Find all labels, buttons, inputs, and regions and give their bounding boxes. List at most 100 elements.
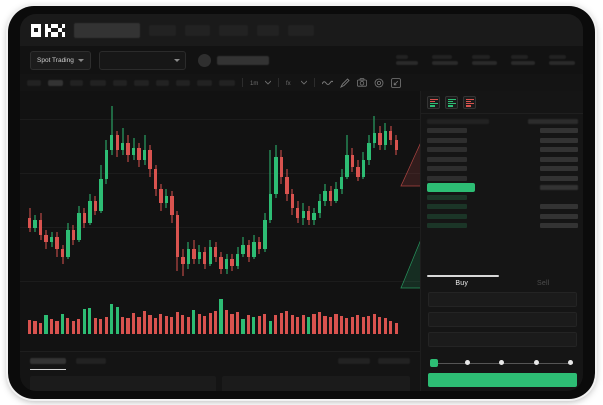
price-chart-panel[interactable] — [20, 91, 420, 351]
tab-order-history[interactable] — [76, 358, 106, 364]
orderbook-ask-row[interactable] — [427, 136, 578, 144]
volume-bar — [241, 319, 245, 334]
pair-avatar-icon — [197, 53, 211, 67]
candle — [208, 99, 212, 281]
orderbook-ask-row[interactable] — [427, 146, 578, 154]
candle — [66, 99, 70, 281]
candle — [60, 99, 65, 281]
orderbook-bid-rows — [427, 193, 578, 230]
tf-15m[interactable] — [70, 79, 83, 86]
nav-item-3[interactable] — [185, 24, 210, 36]
bottom-action-1[interactable] — [338, 358, 370, 364]
orderbook-bid-row[interactable] — [427, 212, 578, 220]
spot-trading-label: Spot Trading — [37, 56, 74, 64]
order-total-field[interactable] — [428, 332, 577, 347]
volume-bar — [307, 317, 311, 334]
orderbook-ask-row[interactable] — [427, 127, 578, 135]
tf-custom[interactable] — [219, 79, 235, 86]
order-price-field[interactable] — [428, 292, 577, 307]
pair-name-label — [216, 55, 269, 65]
volume-bar — [110, 304, 114, 334]
candle — [219, 99, 223, 281]
time-interval-icon[interactable]: 1m — [250, 79, 258, 86]
volume-bar — [274, 314, 278, 334]
chevron-down-icon — [173, 58, 180, 62]
nav-item-4[interactable] — [219, 24, 248, 36]
orderbook-bid-row[interactable] — [427, 203, 578, 211]
camera-snapshot-icon[interactable] — [357, 78, 367, 87]
tf-4h[interactable] — [113, 79, 127, 86]
order-amount-field[interactable] — [428, 312, 577, 327]
nav-item-5[interactable] — [257, 24, 279, 36]
slider-handle[interactable] — [430, 359, 438, 367]
slider-node-25[interactable] — [464, 360, 470, 365]
orderbook-ask-row[interactable] — [427, 165, 578, 173]
orderbook-layout-bids-icon[interactable] — [445, 96, 458, 109]
chevron-down-icon[interactable] — [265, 80, 271, 85]
orderbook-ask-row[interactable] — [427, 155, 578, 163]
ticker-stats — [382, 55, 575, 65]
tf-1h[interactable] — [90, 79, 106, 86]
volume-bar — [367, 315, 371, 334]
orderbook-bid-row[interactable] — [427, 193, 578, 201]
fullscreen-icon[interactable] — [391, 77, 401, 88]
volume-bar — [181, 314, 185, 334]
place-buy-order-button[interactable] — [428, 373, 577, 387]
candle — [394, 99, 398, 281]
candle — [361, 99, 366, 281]
candle — [328, 99, 333, 281]
volume-bar — [49, 319, 54, 334]
tf-more[interactable] — [197, 79, 212, 86]
candle — [339, 99, 344, 281]
okx-logo-icon[interactable] — [31, 23, 65, 37]
orderbook-bid-row[interactable] — [427, 222, 578, 230]
candle — [263, 99, 267, 281]
candle — [197, 99, 201, 281]
tf-1w[interactable] — [156, 79, 169, 86]
candle — [77, 99, 81, 281]
nav-item-2[interactable] — [149, 24, 176, 36]
volume-bar — [252, 317, 256, 334]
tf-1d[interactable] — [134, 79, 149, 86]
orderbook-layout-asks-icon[interactable] — [463, 96, 476, 109]
stat-low-24h — [511, 55, 535, 65]
trading-pair-select[interactable] — [98, 50, 186, 70]
tf-1mo[interactable] — [176, 79, 190, 86]
settings-gear-icon[interactable] — [374, 78, 384, 88]
tf-1m[interactable] — [27, 79, 41, 86]
slider-node-100[interactable] — [568, 360, 573, 365]
volume-bar — [99, 319, 103, 334]
orderbook-layout-both-icon[interactable] — [427, 96, 440, 109]
stat-high-24h-value — [472, 61, 497, 65]
volume-bar — [115, 306, 119, 334]
candle — [175, 99, 180, 281]
order-percent-slider[interactable] — [430, 359, 575, 368]
order-entry-panel[interactable]: Buy Sell — [420, 273, 583, 391]
spot-trading-dropdown[interactable]: Spot Trading — [30, 50, 91, 70]
nav-item-6[interactable] — [288, 24, 314, 36]
nav-item-1[interactable] — [74, 22, 140, 38]
tf-5m[interactable] — [48, 79, 63, 86]
tab-buy[interactable]: Buy — [455, 280, 469, 287]
tab-open-orders[interactable] — [30, 358, 66, 364]
drawing-pencil-icon[interactable] — [340, 77, 350, 88]
order-book-panel[interactable] — [420, 91, 583, 273]
chevron-down-icon-2[interactable] — [301, 80, 307, 85]
candle — [290, 99, 294, 281]
volume-bar — [38, 322, 43, 334]
line-chart-icon[interactable] — [322, 79, 333, 87]
orderbook-ask-row[interactable] — [427, 174, 578, 182]
slider-node-50[interactable] — [499, 360, 504, 365]
svg-text:1m: 1m — [250, 81, 258, 86]
volume-bar — [197, 313, 201, 334]
indicator-icon[interactable]: fx — [286, 79, 294, 86]
candle — [268, 99, 273, 281]
tab-sell[interactable]: Sell — [537, 280, 550, 287]
slider-node-75[interactable] — [533, 360, 539, 365]
bottom-action-2[interactable] — [378, 358, 410, 364]
candle — [181, 99, 185, 281]
volume-bar — [164, 315, 168, 334]
candle — [317, 99, 322, 281]
orders-active-tab-underline — [30, 369, 66, 370]
candle — [71, 99, 76, 281]
